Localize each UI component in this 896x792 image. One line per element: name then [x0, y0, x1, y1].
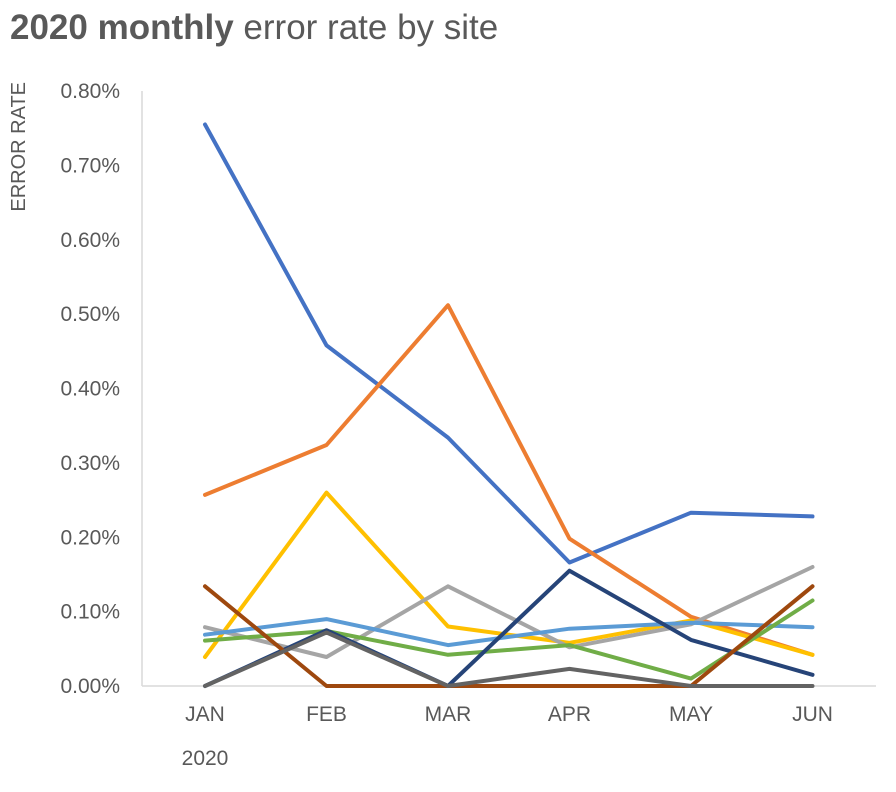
- series-line-6: [203, 598, 815, 681]
- x-tick-label: FEB: [306, 703, 347, 726]
- series-line-9: [203, 630, 815, 688]
- x-tick-label: JAN: [185, 703, 225, 726]
- y-tick-label: 0.20%: [60, 526, 120, 549]
- series-line-1: [203, 122, 815, 565]
- y-tick-label: 0.80%: [60, 80, 120, 103]
- chart-title-bold: 2020 monthly: [10, 8, 234, 47]
- y-tick-label: 0.50%: [60, 303, 120, 326]
- series-line-4: [203, 565, 815, 659]
- y-tick-label: 0.10%: [60, 601, 120, 624]
- y-axis-title: ERROR RATE: [8, 82, 30, 212]
- x-tick-label: MAR: [425, 703, 472, 726]
- chart-series: [203, 122, 815, 688]
- series-line-8: [203, 584, 815, 688]
- y-tick-label: 0.40%: [60, 378, 120, 401]
- y-tick-label: 0.60%: [60, 229, 120, 252]
- chart-title: 2020 monthly error rate by site: [10, 8, 498, 48]
- x-axis-year-label: 2020: [182, 747, 229, 770]
- y-tick-label: 0.30%: [60, 452, 120, 475]
- y-tick-label: 0.00%: [60, 675, 120, 698]
- series-line-2: [203, 303, 815, 657]
- x-tick-label: MAY: [669, 703, 713, 726]
- series-line-3: [203, 490, 815, 659]
- x-tick-label: APR: [548, 703, 591, 726]
- chart-title-rest: error rate by site: [233, 8, 499, 47]
- y-tick-label: 0.70%: [60, 154, 120, 177]
- chart-labels: 0.00% 0.10% 0.20% 0.30% 0.40% 0.50% 0.60% 0.70%…: [8, 80, 833, 770]
- chart-axes: [141, 91, 876, 687]
- x-tick-label: JUN: [792, 703, 833, 726]
- series-line-5: [203, 617, 815, 648]
